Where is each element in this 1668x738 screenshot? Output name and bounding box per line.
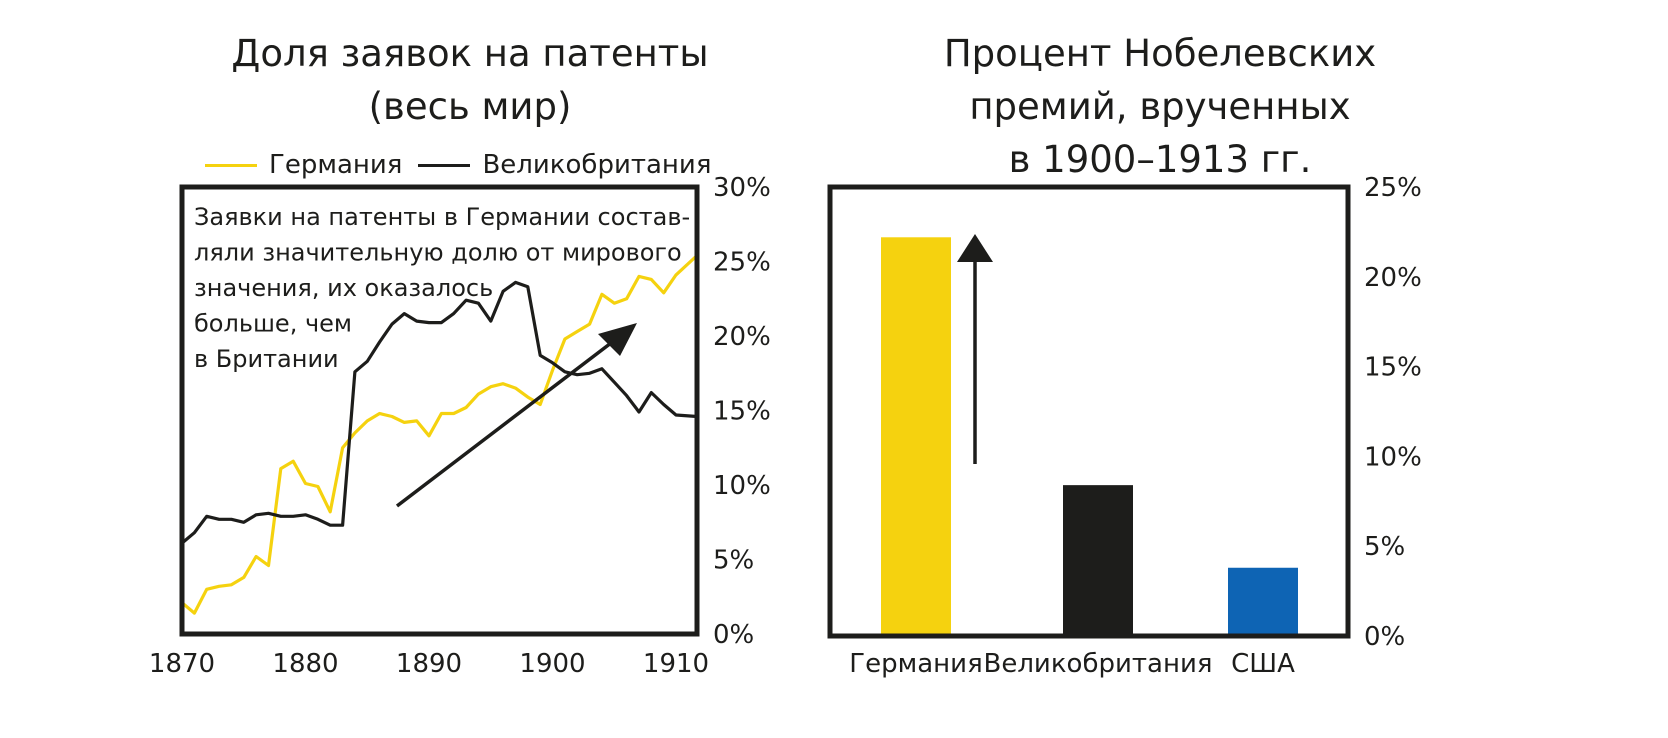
- category-label: Великобритания: [983, 649, 1212, 679]
- right-chart-title: Процент Нобелевских премий, врученных в …: [880, 27, 1440, 186]
- left-x-tick-label: 1870: [149, 649, 215, 679]
- bar-3: [1228, 567, 1298, 636]
- right-title-line-1: Процент Нобелевских: [943, 32, 1377, 75]
- left-chart-title: Доля заявок на патенты (весь мир): [180, 27, 760, 133]
- legend-label-germany: Германия: [269, 150, 403, 180]
- right-title-line-3: в 1900–1913 гг.: [1008, 138, 1312, 181]
- right-title-line-2: премий, врученных: [969, 85, 1351, 128]
- annotation-line-1: Заявки на патенты в Германии состав-: [194, 203, 690, 231]
- left-y-tick-label: 15%: [713, 397, 771, 427]
- annotation-line-4: больше, чем: [194, 310, 352, 338]
- legend-item-germany: Германия: [205, 150, 402, 180]
- patent-share-line-chart: Заявки на патенты в Германии состав-ляли…: [149, 173, 771, 679]
- right-plot-frame: [827, 184, 1351, 639]
- annotation-text: Заявки на патенты в Германии состав-ляли…: [194, 203, 690, 373]
- right-y-tick-label: 25%: [1364, 173, 1422, 203]
- right-y-tick-label: 5%: [1364, 532, 1405, 562]
- left-title-line-2: (весь мир): [368, 85, 572, 128]
- series-line-britain: [180, 280, 699, 545]
- annotation-arrow-shaft: [395, 341, 613, 508]
- right-y-tick-label: 0%: [1364, 622, 1405, 652]
- right-y-tick-label: 20%: [1364, 263, 1422, 293]
- series-line-germany: [180, 253, 699, 615]
- right-y-tick-label: 15%: [1364, 353, 1422, 383]
- annotation-line-5: в Британии: [194, 345, 339, 373]
- left-chart-legend: Германия Великобритания: [205, 150, 727, 180]
- left-x-tick-label: 1890: [396, 649, 462, 679]
- left-y-tick-label: 10%: [713, 471, 771, 501]
- left-x-tick-label: 1900: [519, 649, 585, 679]
- bar-annotation-arrow-head: [957, 234, 993, 262]
- left-y-tick-label: 0%: [713, 620, 754, 650]
- left-y-tick-label: 20%: [713, 322, 771, 352]
- legend-item-britain: Великобритания: [418, 150, 711, 180]
- legend-label-britain: Великобритания: [482, 150, 712, 180]
- annotation-arrow-head: [598, 323, 637, 356]
- legend-swatch-germany: [205, 163, 257, 167]
- annotation-line-3: значения, их оказалось: [194, 274, 493, 302]
- category-label: США: [1231, 649, 1295, 679]
- annotation-line-2: ляли значительную долю от мирового: [194, 239, 682, 267]
- left-y-tick-label: 25%: [713, 248, 771, 278]
- left-x-tick-label: 1880: [272, 649, 338, 679]
- left-title-line-1: Доля заявок на патенты: [231, 32, 709, 75]
- left-y-tick-label: 5%: [713, 546, 754, 576]
- legend-swatch-britain: [418, 163, 471, 167]
- nobel-bar-chart: 0% 5% 10% 15% 20% 25% Германия Великобритания СШ…: [827, 173, 1422, 679]
- category-label: Германия: [849, 649, 982, 679]
- right-y-tick-label: 10%: [1364, 442, 1422, 472]
- bar-1: [881, 237, 951, 636]
- left-x-tick-label: 1910: [643, 649, 709, 679]
- left-y-tick-label: 30%: [713, 173, 771, 203]
- left-plot-frame: [179, 184, 700, 637]
- bar-2: [1063, 485, 1133, 636]
